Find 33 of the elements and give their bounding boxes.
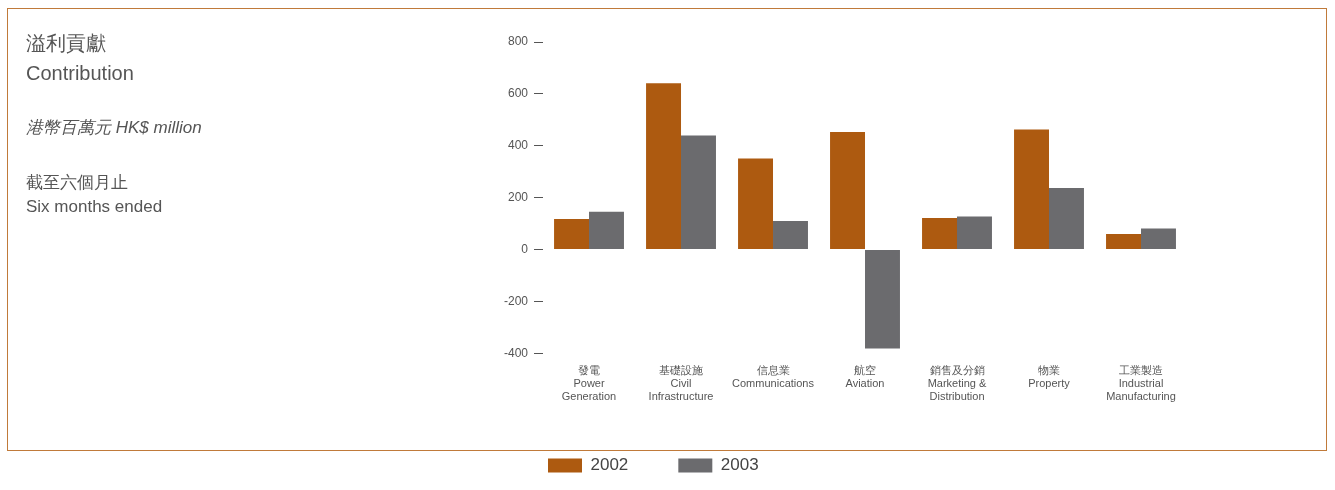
bar <box>1014 129 1049 250</box>
x-tick-label: 銷售及分銷 Marketing & Distribution <box>927 364 988 403</box>
bar <box>589 211 624 250</box>
x-tick-label: 工業製造 Industrial Manufacturing <box>1106 364 1176 403</box>
y-tick-label: 800 <box>507 34 529 49</box>
y-tick-label: -400 <box>503 345 529 360</box>
bar <box>957 216 992 250</box>
text: 港幣百萬元 HK$ million <box>26 117 202 139</box>
bar <box>1106 234 1141 250</box>
y-tick-label: 400 <box>507 138 529 153</box>
bar <box>1141 228 1176 250</box>
x-tick-label: 信息業 Communications <box>732 364 815 390</box>
y-tick-label: 600 <box>507 86 529 101</box>
bar <box>554 218 590 250</box>
bar <box>1049 188 1084 250</box>
x-tick-label: 基礎設施 Civil Infrastructure <box>648 364 714 403</box>
y-tick-label: 200 <box>507 190 529 205</box>
text: 溢利貢獻 Contribution <box>26 31 134 86</box>
text: 截至六個月止 Six months ended <box>26 172 163 218</box>
x-tick-label: 發電 Power Generation <box>561 364 617 403</box>
bar <box>738 158 774 250</box>
bar <box>773 221 808 250</box>
x-tick-label: 物業 Property <box>1028 364 1071 390</box>
bar <box>830 132 866 250</box>
y-tick-label: -200 <box>503 293 529 308</box>
bar <box>865 250 900 349</box>
bar <box>646 83 682 250</box>
legend-label: 2003 <box>720 455 759 475</box>
x-tick-label: 航空 Aviation <box>845 364 885 390</box>
bar <box>681 135 716 250</box>
y-tick-label: 0 <box>521 241 529 256</box>
legend-label: 2002 <box>590 455 629 475</box>
bar <box>922 217 958 250</box>
